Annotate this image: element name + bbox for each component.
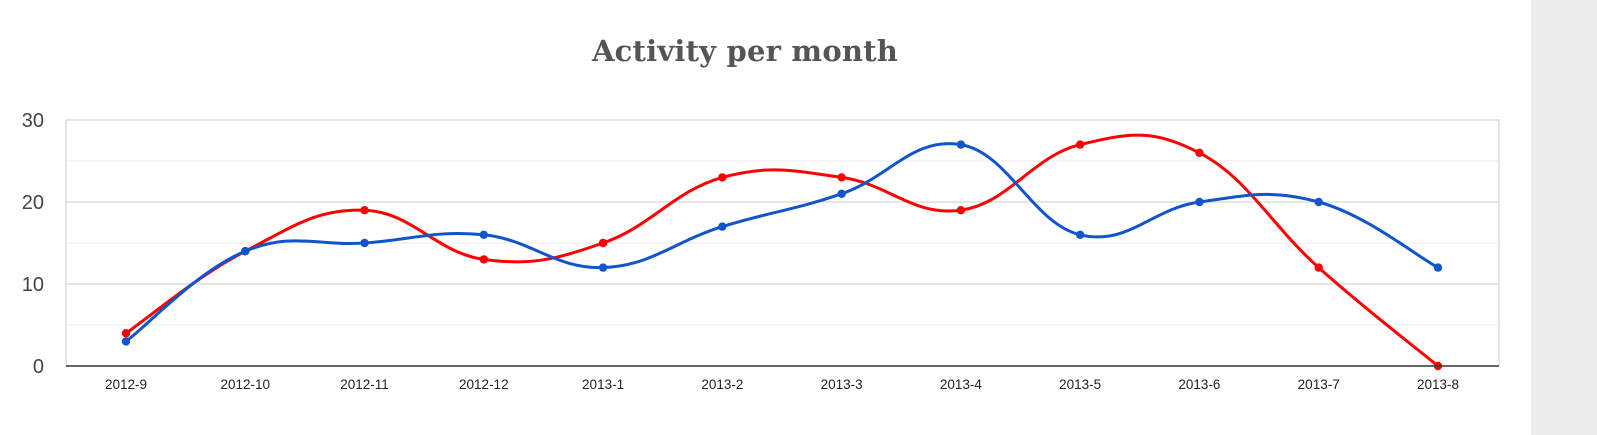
data-point[interactable]	[718, 173, 727, 182]
chart-title: Activity per month	[591, 34, 899, 68]
x-tick-label: 2012-10	[220, 377, 270, 392]
x-tick-label: 2013-5	[1059, 377, 1101, 392]
data-point[interactable]	[718, 222, 727, 231]
data-point[interactable]	[479, 255, 489, 264]
y-tick-label: 20	[22, 192, 44, 214]
data-point[interactable]	[598, 238, 608, 248]
x-tick-label: 2013-1	[582, 377, 624, 392]
line-chart: 0 10 20 30 2012-9 2012-10 2012-11 2012-12 2013-…	[22, 110, 1500, 392]
x-tick-label: 2013-4	[940, 377, 983, 392]
data-point[interactable]	[956, 206, 966, 215]
data-point[interactable]	[121, 329, 131, 338]
data-point[interactable]	[1314, 263, 1323, 272]
x-tick-label: 2013-7	[1298, 377, 1340, 392]
data-point[interactable]	[1195, 197, 1204, 207]
data-point[interactable]	[1433, 263, 1443, 272]
data-point[interactable]	[956, 140, 966, 149]
data-point[interactable]	[1314, 197, 1323, 207]
data-point[interactable]	[121, 337, 131, 346]
series-layer	[121, 133, 1443, 371]
scrollbar-track[interactable]	[1531, 0, 1597, 435]
x-tick-label: 2012-9	[105, 377, 147, 392]
x-tick-label: 2013-6	[1178, 377, 1220, 392]
x-tick-label: 2013-2	[701, 377, 743, 392]
data-point[interactable]	[360, 238, 369, 248]
x-tick-label: 2012-12	[459, 377, 509, 392]
x-tick-label: 2013-3	[821, 377, 863, 392]
data-point[interactable]	[1075, 140, 1085, 149]
data-point[interactable]	[837, 189, 846, 198]
series-2	[121, 140, 1443, 346]
y-axis-ticks: 0 10 20 30	[22, 110, 44, 378]
data-point[interactable]	[1075, 230, 1085, 239]
series-line	[124, 142, 1440, 343]
series-line	[124, 133, 1440, 368]
data-point[interactable]	[360, 206, 369, 215]
x-tick-label: 2012-11	[340, 377, 389, 392]
y-tick-label: 0	[33, 356, 44, 378]
y-tick-label: 30	[22, 110, 44, 132]
x-axis-ticks: 2012-9 2012-10 2012-11 2012-12 2013-1 2013-2 2…	[105, 377, 1459, 392]
gridlines	[66, 119, 1499, 326]
data-point[interactable]	[837, 173, 846, 182]
data-point[interactable]	[1195, 148, 1204, 157]
y-tick-label: 10	[22, 274, 44, 296]
data-point[interactable]	[479, 230, 489, 239]
x-tick-label: 2013-8	[1417, 377, 1459, 392]
data-point[interactable]	[598, 263, 608, 272]
data-point[interactable]	[241, 247, 250, 256]
